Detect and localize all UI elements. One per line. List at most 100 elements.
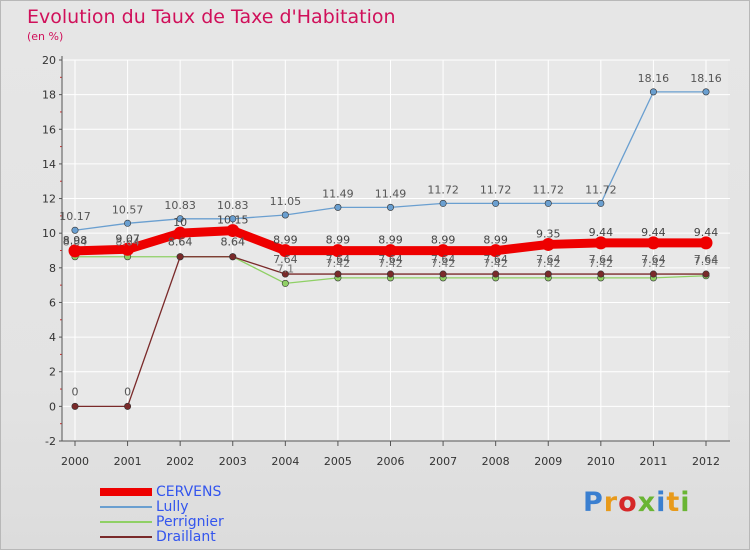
data-label-cervens: 10 [173, 216, 187, 229]
logo-letter: i [656, 487, 667, 518]
data-point-lully [386, 203, 394, 211]
data-point-draillant [124, 402, 132, 410]
x-tick-label: 2012 [692, 455, 720, 468]
y-tick-label: 12 [42, 193, 56, 206]
y-tick-label: 2 [49, 366, 56, 379]
data-label-cervens: 9.44 [641, 226, 666, 239]
data-point-cervens [226, 224, 240, 238]
logo-letter: o [618, 487, 638, 518]
data-point-cervens [121, 242, 135, 256]
legend-swatch [100, 506, 152, 508]
x-tick-label: 2011 [639, 455, 667, 468]
data-label-lully: 18.16 [638, 72, 670, 85]
data-label-cervens: 8.99 [273, 234, 298, 247]
y-tick-label: 8 [49, 262, 56, 275]
data-label-perrignier: 7.42 [536, 257, 561, 270]
data-label-draillant: 7.64 [694, 253, 719, 266]
data-point-cervens [594, 236, 608, 250]
unit-label: (en %) [27, 30, 64, 43]
data-point-lully [229, 215, 237, 223]
data-label-draillant: 8.64 [221, 236, 246, 249]
data-point-draillant [229, 253, 237, 261]
logo-letter: i [680, 487, 691, 518]
y-tick-label: 18 [42, 89, 56, 102]
chart-title: Evolution du Taux de Taxe d'Habitation [27, 6, 396, 28]
data-point-draillant [439, 270, 447, 278]
data-label-perrignier: 8.64 [115, 236, 140, 249]
x-tick-label: 2002 [166, 455, 194, 468]
legend-label: Lully [156, 499, 189, 515]
data-label-lully: 11.49 [375, 187, 407, 200]
data-point-cervens [436, 244, 450, 258]
y-tick-label: 0 [49, 400, 56, 413]
data-label-cervens: 8.99 [483, 234, 508, 247]
data-point-draillant [597, 270, 605, 278]
legend-label: CERVENS [156, 484, 222, 500]
x-tick-label: 2009 [534, 455, 562, 468]
data-label-draillant: 7.64 [326, 253, 351, 266]
x-tick-label: 2008 [482, 455, 510, 468]
data-point-lully [176, 215, 184, 223]
data-point-lully [649, 88, 657, 96]
data-label-cervens: 8.99 [378, 234, 403, 247]
data-label-draillant: 8.64 [168, 236, 193, 249]
data-point-draillant [176, 253, 184, 261]
data-label-lully: 11.49 [322, 187, 354, 200]
data-label-cervens: 9.44 [694, 226, 719, 239]
data-label-draillant: 7.64 [378, 253, 403, 266]
data-label-cervens: 9.07 [115, 232, 140, 245]
legend-label: Draillant [156, 529, 216, 545]
data-label-perrignier: 7.42 [431, 257, 456, 270]
logo-letter: x [637, 487, 657, 518]
legend-swatch [100, 536, 152, 538]
data-label-cervens: 9.35 [536, 227, 561, 240]
data-label-perrignier: 7.42 [378, 257, 403, 270]
y-tick-label: 16 [42, 123, 56, 136]
data-label-lully: 11.72 [585, 183, 617, 196]
data-label-cervens: 10.15 [217, 214, 249, 227]
data-label-cervens: 8.99 [326, 234, 351, 247]
x-tick-label: 2001 [114, 455, 142, 468]
logo-letter: P [583, 487, 604, 518]
y-tick-label: 14 [42, 158, 56, 171]
data-point-draillant [386, 270, 394, 278]
data-point-perrignier [281, 279, 289, 287]
data-label-cervens: 8.98 [63, 234, 88, 247]
data-point-draillant [492, 270, 500, 278]
data-point-cervens [384, 244, 397, 258]
data-label-cervens: 8.99 [431, 234, 456, 247]
data-point-cervens [278, 244, 292, 258]
data-label-perrignier: 8.64 [221, 236, 246, 249]
data-point-lully [544, 199, 552, 207]
data-label-perrignier: 8.64 [168, 236, 193, 249]
data-label-lully: 11.05 [270, 195, 302, 208]
data-point-lully [124, 219, 132, 227]
data-label-perrignier: 8.64 [63, 236, 88, 249]
data-point-draillant [702, 270, 710, 278]
x-tick-label: 2005 [324, 455, 352, 468]
data-point-lully [281, 211, 289, 219]
data-point-draillant [281, 270, 289, 278]
data-point-lully [334, 203, 342, 211]
logo-letter: r [603, 487, 619, 518]
legend-swatch [100, 488, 152, 496]
data-label-perrignier: 7.42 [589, 257, 614, 270]
data-label-draillant: 7.64 [589, 253, 614, 266]
data-point-lully [71, 226, 79, 234]
data-label-perrignier: 7.42 [641, 257, 666, 270]
data-label-draillant: 7.64 [536, 253, 561, 266]
x-tick-label: 2004 [271, 455, 299, 468]
data-label-cervens: 9.44 [589, 226, 614, 239]
data-label-lully: 18.16 [690, 72, 722, 85]
y-tick-label: 4 [49, 331, 56, 344]
data-point-draillant [71, 402, 79, 410]
data-label-lully: 10.57 [112, 203, 144, 216]
data-label-lully: 11.72 [480, 183, 512, 196]
data-point-cervens [489, 244, 503, 258]
data-label-draillant: 7.64 [641, 253, 666, 266]
logo-letter: t [666, 487, 681, 518]
x-tick-label: 2000 [61, 455, 89, 468]
data-label-perrignier: 7.42 [326, 257, 351, 270]
x-tick-label: 2003 [219, 455, 247, 468]
